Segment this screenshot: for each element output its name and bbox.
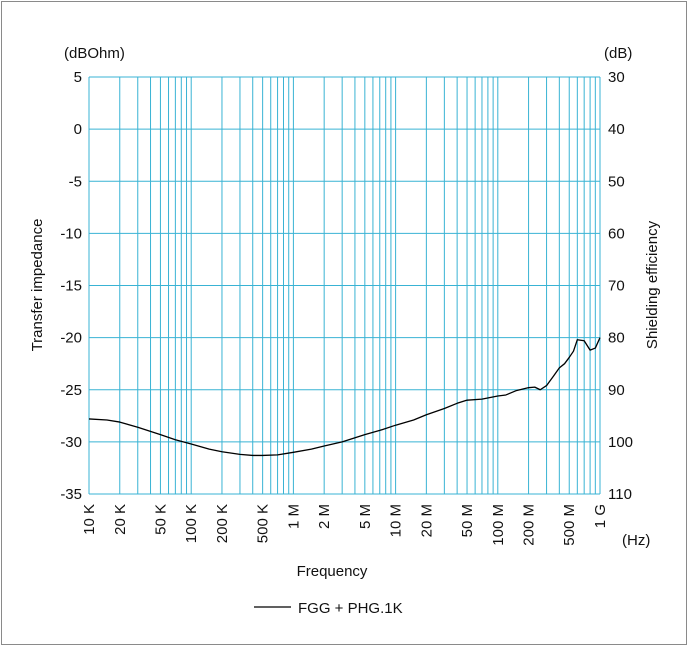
x-tick-label: 20 K [112,504,129,535]
left-tick-label: -30 [60,434,82,451]
x-tick-label: 10 M [388,504,405,537]
x-tick-label: 5 M [357,504,374,529]
x-tick-label: 200 K [214,504,231,543]
left-tick-label: -25 [60,382,82,399]
x-tick-label: 100 M [490,504,507,546]
right-tick-label: 60 [608,225,625,242]
series-line-fgg-phg [88,337,601,457]
x-tick-label: 50 M [459,504,476,537]
x-tick-label: 200 M [521,504,538,546]
right-axis-ticks: 30 40 50 60 70 80 90 100 110 [608,69,633,503]
x-tick-label: 100 K [183,504,200,543]
x-tick-label: 1 G [592,504,609,528]
x-tick-label: 20 M [418,504,435,537]
right-tick-label: 30 [608,69,625,86]
right-tick-label: 50 [608,173,625,190]
x-tick-label: 1 M [285,504,302,529]
left-tick-label: -15 [60,278,82,295]
right-tick-label: 100 [608,434,633,451]
legend-label: FGG + PHG.1K [298,600,403,617]
left-tick-label: -20 [60,330,82,347]
x-tick-label: 50 K [152,504,169,535]
left-tick-label: 0 [74,121,82,138]
left-axis-unit: (dBOhm) [64,45,125,62]
x-axis-unit: (Hz) [622,532,650,549]
right-axis-unit: (dB) [604,45,632,62]
y-axis-label-right: Shielding efficiency [644,220,661,349]
x-tick-label: 500 K [255,504,272,543]
y-axis-label-left: Transfer impedance [29,219,46,352]
x-tick-label: 500 M [561,504,578,546]
right-tick-label: 80 [608,330,625,347]
x-axis-label: Frequency [297,563,368,580]
x-tick-label: 10 K [81,504,98,535]
left-axis-ticks: 5 0 -5 -10 -15 -20 -25 -30 -35 [60,69,82,503]
right-tick-label: 40 [608,121,625,138]
left-tick-label: -5 [69,173,82,190]
legend: FGG + PHG.1K [254,600,403,617]
left-tick-label: -35 [60,486,82,503]
left-tick-label: -10 [60,225,82,242]
x-tick-label: 2 M [316,504,333,529]
left-tick-label: 5 [74,69,82,86]
grid [88,76,601,495]
right-tick-label: 70 [608,278,625,295]
right-tick-label: 110 [608,486,632,503]
right-tick-label: 90 [608,382,625,399]
x-axis-ticks: 10 K 20 K 50 K 100 K 200 K 500 K 1 M 2 M 5 M 10 M… [81,504,609,546]
